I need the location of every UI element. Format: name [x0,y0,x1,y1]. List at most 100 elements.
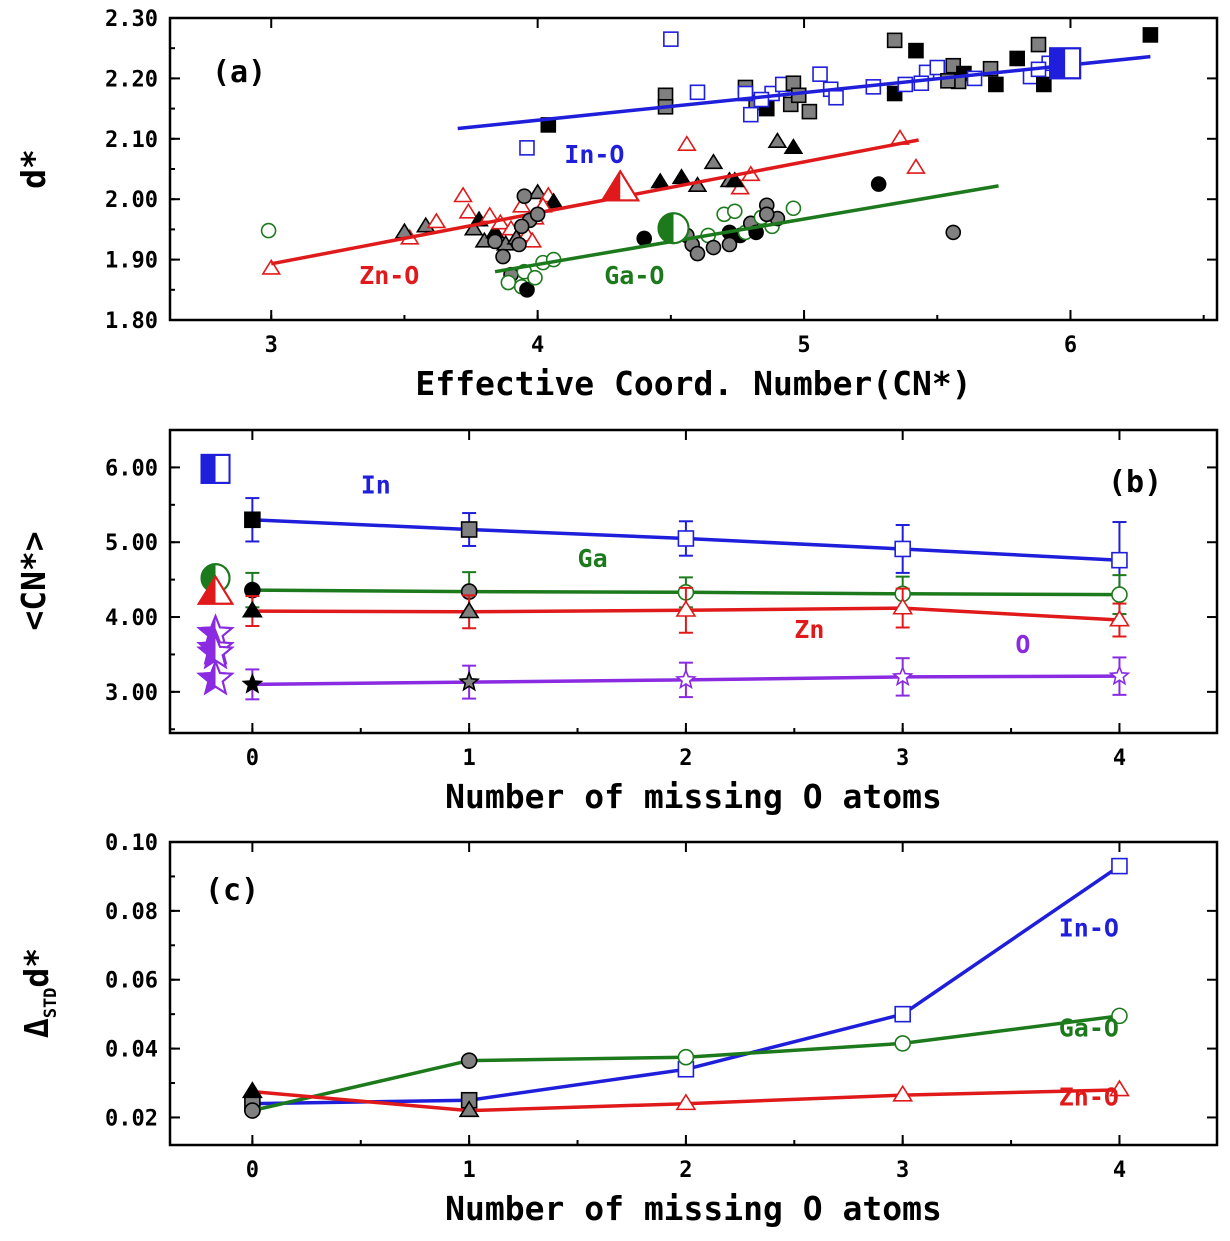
data-point [783,138,804,154]
data-point [527,183,548,200]
plot-frame [168,840,1219,1147]
data-point [703,153,724,170]
series-o [196,613,1131,701]
data-point [511,236,527,253]
data-point [453,186,473,203]
reference-marker [196,574,235,605]
data-point [1109,1079,1130,1097]
data-point [891,665,914,687]
series-zn-o [241,1079,1130,1118]
series-zn [196,574,1130,638]
data-point [636,230,653,247]
data-point [828,89,844,106]
x-axis-title: Effective Coord. Number(CN*) [415,364,971,403]
series-label: In [361,471,391,500]
data-point [677,530,695,547]
fit-line [270,138,919,266]
series-label: Ga-O [604,261,664,290]
series-label: Zn [794,615,824,644]
data-point [758,206,775,223]
data-point [244,1102,261,1119]
data-point [1108,664,1131,686]
data-point [929,59,946,76]
panel-b: 0 1 2 3 4 3.00 4.00 5.00 6.00 Number of missing O… [14,428,1219,816]
data-point [261,258,282,275]
x-tick-label: 3 [896,1158,909,1183]
fit-line [494,184,999,274]
data-point [650,172,671,189]
data-point [1142,27,1159,43]
y-tick-label: 0.06 [105,969,158,994]
data-point [705,239,722,256]
data-point [677,1048,695,1066]
plot-frame [168,428,1219,735]
y-tick-label: 6.00 [105,456,158,481]
x-tick-label: 3 [265,333,278,358]
data-point [675,599,697,617]
series-label: In-O [1059,914,1119,943]
y-axis-title-delta: Δ [17,1018,56,1038]
x-tick-label: 5 [797,333,810,358]
series-label: Zn-O [359,261,419,290]
data-point [241,672,264,694]
x-axis: 0 1 2 3 4 [246,842,1126,1183]
reference-marker [1049,47,1082,80]
y-axis-title: ΔSTDd* [17,948,61,1038]
data-point [742,106,759,123]
y-tick-label: 2.30 [105,7,158,32]
x-tick-label: 4 [1113,1158,1126,1183]
data-point [527,269,543,286]
panel-a: 3 4 5 6 1.80 1.90 2.00 2.10 2.20 2.30 Effective Co… [14,7,1219,403]
panel-label: (a) [212,55,266,90]
y-tick-label: 0.04 [105,1038,158,1063]
data-point [1109,609,1130,627]
y-axis-title-tail: d* [17,948,56,988]
data-point [1111,857,1128,875]
data-point [500,274,517,291]
data-point [458,601,480,619]
data-point [689,245,706,262]
data-point [945,224,962,241]
y-tick-label: 1.80 [105,309,158,334]
data-point [892,1084,914,1102]
panel-label: (c) [205,873,259,908]
x-axis-title: Number of missing O atoms [445,777,942,816]
data-point [812,66,828,82]
reference-marker [200,453,231,484]
x-axis: 0 1 2 3 4 [246,430,1126,771]
series-in-o [244,857,1128,1112]
y-tick-label: 0.08 [105,900,158,925]
data-point [894,1035,911,1052]
data-point [785,200,802,217]
y-tick-label: 2.10 [105,128,158,153]
data-point [543,192,564,209]
data-point [801,103,818,120]
data-point [988,76,1004,93]
reference-marker [600,169,641,202]
data-point [519,140,535,156]
data-point [522,231,543,248]
data-point [241,1081,263,1099]
y-tick-label: 5.00 [105,531,158,556]
series-in-o [457,27,1159,156]
data-point [724,171,745,188]
data-point [671,168,692,185]
reference-marker [196,659,235,696]
data-point [1111,1007,1128,1025]
data-point [906,158,926,174]
series-label: Ga-O [1059,1014,1119,1043]
data-point [260,222,277,239]
data-point [513,218,530,235]
data-point [519,281,535,298]
data-point [458,670,481,692]
data-point [516,188,533,204]
series-ga-o [244,1007,1128,1119]
data-point [1111,551,1128,569]
y-tick-label: 2.20 [105,67,158,92]
x-tick-label: 2 [679,746,692,771]
y-axis: 1.80 1.90 2.00 2.10 2.20 2.30 [105,7,1217,334]
x-tick-label: 1 [463,746,476,771]
x-tick-label: 1 [463,1158,476,1183]
y-tick-label: 1.90 [105,249,158,274]
